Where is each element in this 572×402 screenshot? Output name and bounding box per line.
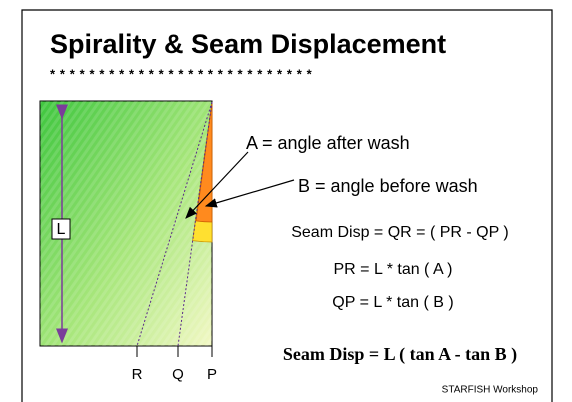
point-label: R [132,366,143,383]
formula: QP = L * tan ( B ) [332,294,453,311]
point-label: Q [172,366,184,383]
formula: Seam Disp = QR = ( PR - QP ) [291,224,509,241]
footer: STARFISH Workshop [442,385,539,396]
callout-a: A = angle after wash [246,133,410,153]
title: Spirality & Seam Displacement [50,29,446,59]
slide-frame [21,9,553,402]
result-formula: Seam Disp = L ( tan A - tan B ) [283,344,517,365]
divider: * * * * * * * * * * * * * * * * * * * * … [50,66,313,81]
callout-arrow [185,151,249,219]
length-box [51,218,71,240]
callout-b: B = angle before wash [298,176,478,196]
line-q [177,101,213,347]
line-r [136,101,213,347]
formula: PR = L * tan ( A ) [333,261,452,278]
point-label: P [207,366,217,383]
callout-arrow [204,179,295,208]
length-label: L [57,221,66,238]
